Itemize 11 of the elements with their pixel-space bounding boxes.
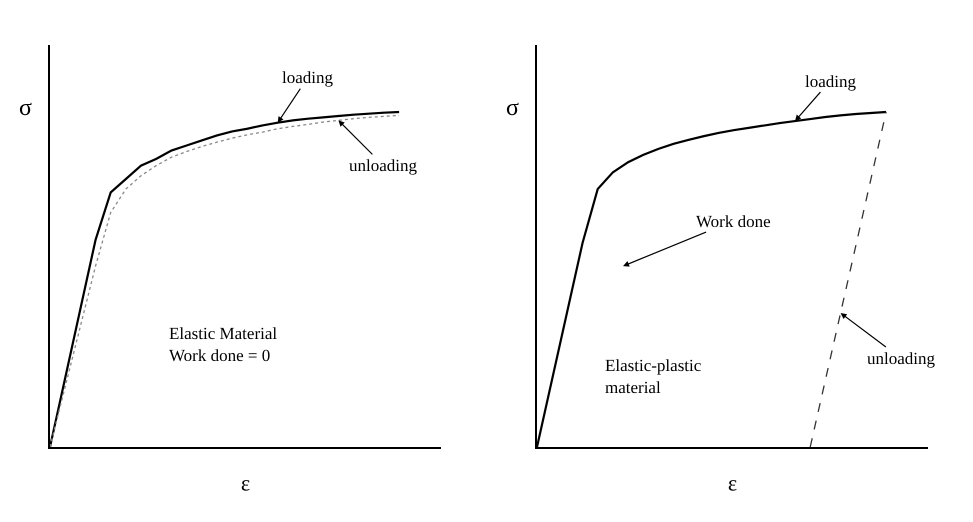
y-axis-title: σ <box>506 95 519 121</box>
y-axis-title: σ <box>19 95 32 121</box>
text: loading <box>805 72 856 91</box>
annotation: unloading <box>867 349 936 368</box>
annotation: Work done <box>696 212 771 231</box>
x-axis-title: ε <box>240 470 250 496</box>
text: loading <box>282 68 334 87</box>
annotation: Elastic-plastic material <box>605 356 702 398</box>
annotation: Elastic Material Work done = 0 <box>169 324 278 366</box>
annotation: unloading <box>349 156 418 175</box>
x-axis-title: ε <box>728 470 738 496</box>
